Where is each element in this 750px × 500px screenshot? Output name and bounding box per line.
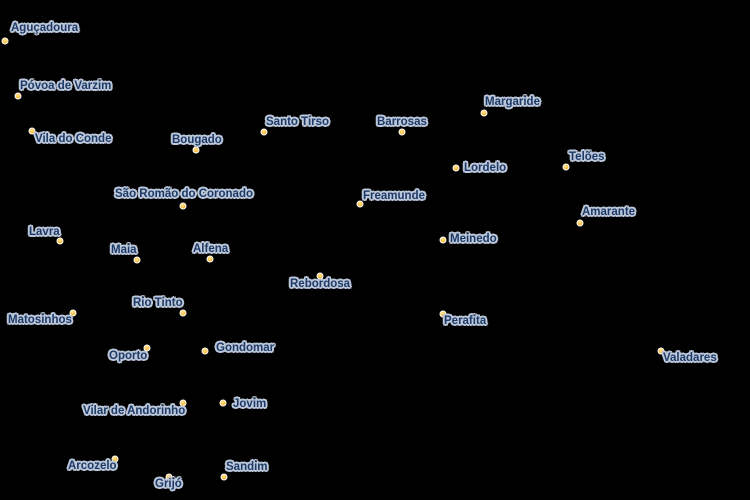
place-marker-dot[interactable] xyxy=(201,347,209,355)
place-label[interactable]: Telões xyxy=(569,151,605,163)
place-label[interactable]: Gondomar xyxy=(216,342,275,354)
place-label[interactable]: Oporto xyxy=(109,350,148,362)
place-label[interactable]: Lavra xyxy=(29,226,60,238)
place-label[interactable]: Vilar de Andorinho xyxy=(83,405,186,417)
place-label[interactable]: Matosinhos xyxy=(8,314,72,326)
place-label[interactable]: Aguçadoura xyxy=(11,22,79,34)
place-label[interactable]: Arcozelo xyxy=(68,460,117,472)
place-marker-dot[interactable] xyxy=(562,163,570,171)
place-label[interactable]: Valadares xyxy=(663,352,717,364)
place-label[interactable]: Grijó xyxy=(155,478,182,490)
place-marker-dot[interactable] xyxy=(452,164,460,172)
place-label[interactable]: Rio Tinto xyxy=(133,297,183,309)
place-marker-dot[interactable] xyxy=(165,473,173,481)
place-marker-dot[interactable] xyxy=(133,256,141,264)
place-marker-dot[interactable] xyxy=(28,127,36,135)
place-marker-dot[interactable] xyxy=(576,219,584,227)
place-marker-dot[interactable] xyxy=(143,344,151,352)
place-marker-dot[interactable] xyxy=(219,399,227,407)
place-label[interactable]: Margaride xyxy=(485,96,540,108)
place-label[interactable]: Freamunde xyxy=(363,190,425,202)
place-marker-dot[interactable] xyxy=(206,255,214,263)
place-label[interactable]: Vila do Conde xyxy=(35,133,112,145)
place-marker-dot[interactable] xyxy=(398,128,406,136)
place-label[interactable]: Rebordosa xyxy=(290,278,351,290)
place-label[interactable]: Póvoa de Varzim xyxy=(20,80,112,92)
place-marker-dot[interactable] xyxy=(260,128,268,136)
place-label[interactable]: Alfena xyxy=(193,243,229,255)
place-label[interactable]: Sandim xyxy=(226,461,268,473)
place-marker-dot[interactable] xyxy=(316,272,324,280)
place-marker-dot[interactable] xyxy=(111,455,119,463)
place-marker-dot[interactable] xyxy=(480,109,488,117)
place-marker-dot[interactable] xyxy=(179,202,187,210)
place-marker-dot[interactable] xyxy=(1,37,9,45)
place-label[interactable]: Barrosas xyxy=(377,116,427,128)
place-marker-dot[interactable] xyxy=(179,399,187,407)
place-marker-dot[interactable] xyxy=(14,92,22,100)
place-label[interactable]: Bougado xyxy=(172,134,222,146)
place-marker-dot[interactable] xyxy=(356,200,364,208)
place-label[interactable]: Lordelo xyxy=(464,162,507,174)
place-marker-dot[interactable] xyxy=(192,146,200,154)
place-marker-dot[interactable] xyxy=(657,347,665,355)
place-marker-dot[interactable] xyxy=(439,310,447,318)
place-marker-dot[interactable] xyxy=(179,309,187,317)
place-label[interactable]: Perafita xyxy=(444,315,487,327)
place-label[interactable]: Maia xyxy=(111,244,137,256)
place-label[interactable]: Amarante xyxy=(582,206,636,218)
place-marker-dot[interactable] xyxy=(56,237,64,245)
place-marker-dot[interactable] xyxy=(69,309,77,317)
place-label[interactable]: São Romão do Coronado xyxy=(115,188,253,200)
place-label[interactable]: Meinedo xyxy=(450,233,497,245)
place-label[interactable]: Jovim xyxy=(233,398,267,410)
place-marker-dot[interactable] xyxy=(439,236,447,244)
place-label[interactable]: Santo Tirso xyxy=(266,116,330,128)
place-marker-dot[interactable] xyxy=(220,473,228,481)
